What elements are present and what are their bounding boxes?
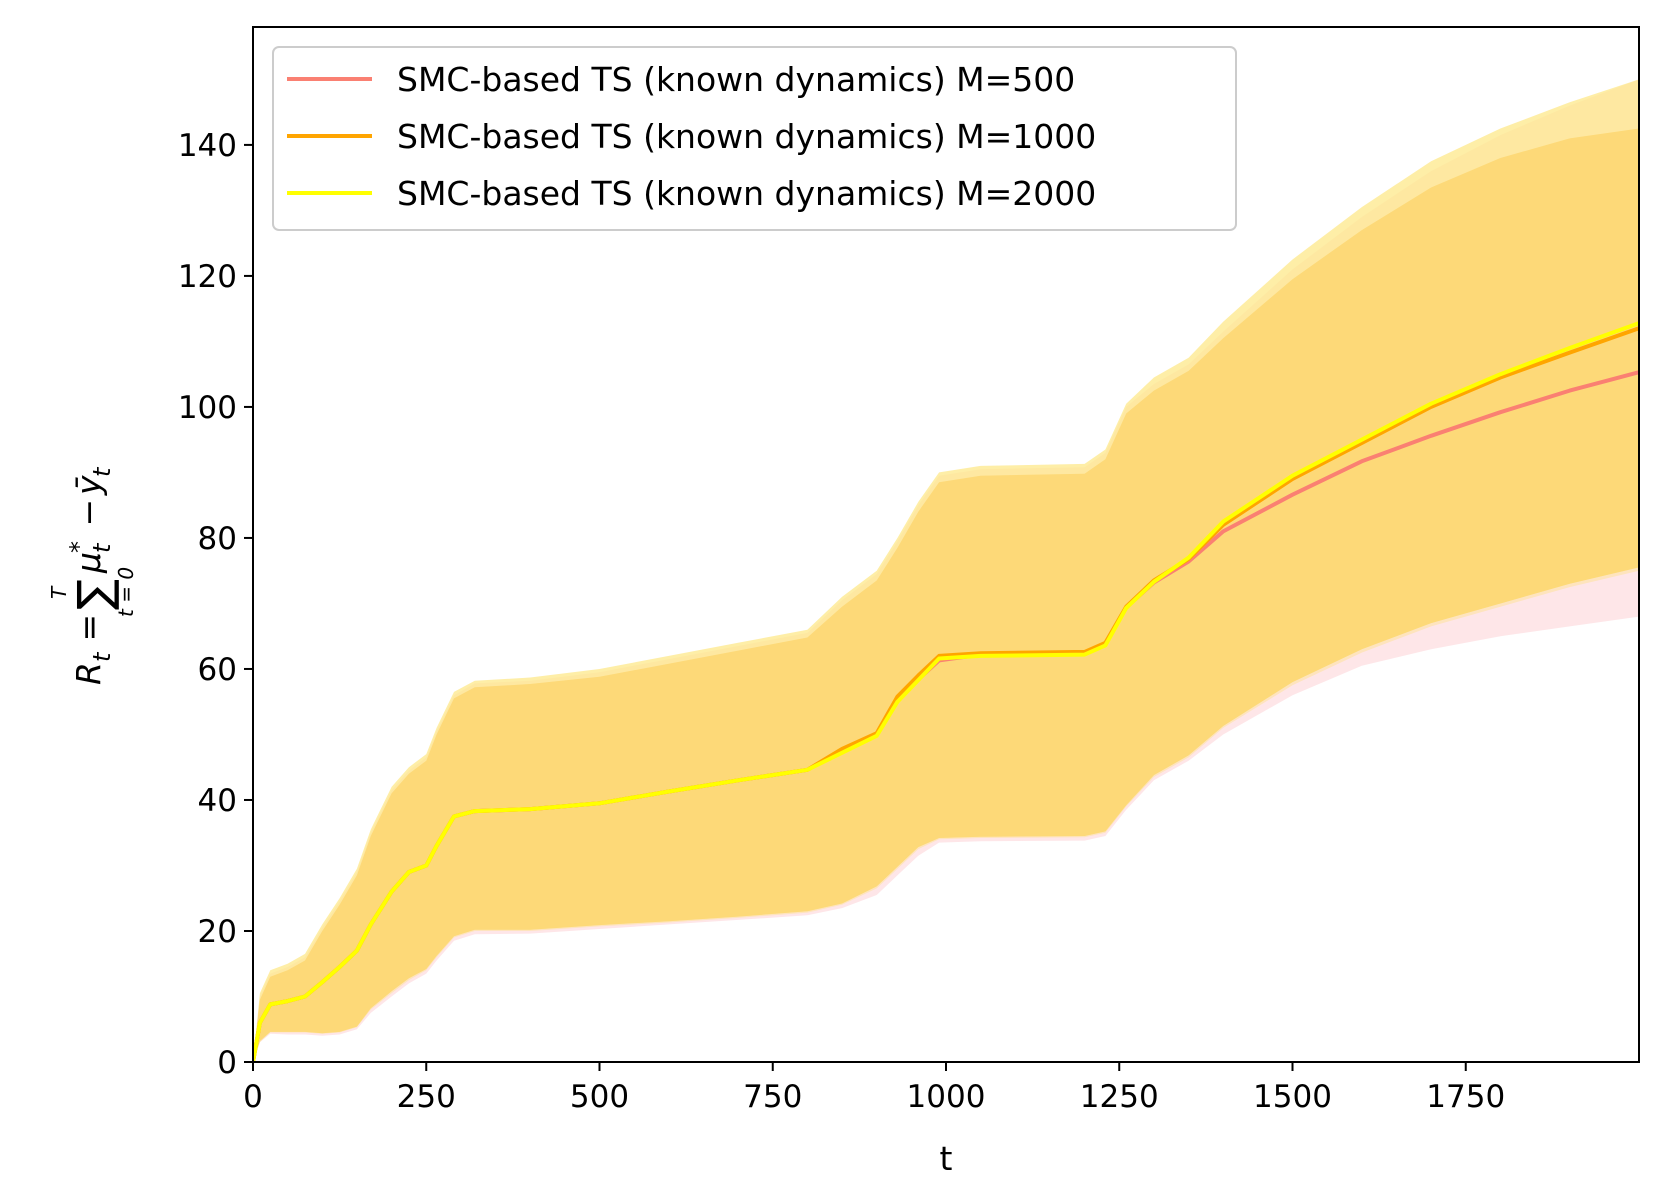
y-axis-label: R t = ∑ T t = 0 μ t * − ȳ t bbox=[47, 466, 138, 685]
y-label-r-sub: t bbox=[88, 651, 116, 662]
legend: SMC-based TS (known dynamics) M=500 SMC-… bbox=[272, 46, 1237, 231]
x-tick-label: 0 bbox=[243, 1079, 263, 1115]
x-tick-label: 500 bbox=[570, 1079, 629, 1115]
y-label-sum-lower: t = 0 bbox=[114, 567, 138, 617]
x-axis-label: t bbox=[940, 1139, 953, 1178]
legend-label-m1000: SMC-based TS (known dynamics) M=1000 bbox=[397, 117, 1096, 156]
x-tick-label: 1250 bbox=[1080, 1079, 1159, 1115]
x-tick-label: 1000 bbox=[907, 1079, 986, 1115]
x-tick-label: 1500 bbox=[1253, 1079, 1332, 1115]
x-tick-label: 1750 bbox=[1426, 1079, 1505, 1115]
y-tick-label: 40 bbox=[198, 783, 237, 819]
confidence-bands bbox=[253, 79, 1639, 1062]
x-tick-label: 750 bbox=[743, 1079, 802, 1115]
y-label-ybar: ȳ bbox=[69, 475, 108, 496]
x-tick-label: 250 bbox=[397, 1079, 456, 1115]
y-label-r: R bbox=[69, 662, 108, 685]
y-axis-ticks: 0 20 40 60 80 100 120 140 bbox=[178, 128, 253, 1081]
y-tick-label: 100 bbox=[178, 390, 237, 426]
y-label-eq: = bbox=[69, 603, 108, 652]
y-label-sum-upper: T bbox=[47, 585, 71, 599]
band-overlap bbox=[253, 128, 1639, 1062]
y-label-ybar-sub: t bbox=[88, 466, 116, 477]
y-label-mu-sup: * bbox=[65, 541, 93, 553]
legend-box bbox=[272, 46, 1237, 231]
y-tick-label: 20 bbox=[198, 914, 237, 950]
y-tick-label: 0 bbox=[217, 1045, 237, 1081]
y-label-sum: ∑ bbox=[67, 579, 121, 610]
y-label-mu-sub: t bbox=[88, 542, 116, 553]
y-tick-label: 80 bbox=[198, 521, 237, 557]
y-label-minus: − bbox=[69, 488, 108, 537]
legend-label-m500: SMC-based TS (known dynamics) M=500 bbox=[397, 60, 1075, 99]
x-axis-ticks: 0 250 500 750 1000 1250 1500 1750 bbox=[243, 1062, 1505, 1115]
y-tick-label: 140 bbox=[178, 128, 237, 164]
series-lines bbox=[253, 321, 1639, 1062]
legend-label-m2000: SMC-based TS (known dynamics) M=2000 bbox=[397, 174, 1096, 213]
line-series-2 bbox=[253, 321, 1639, 1062]
y-tick-label: 60 bbox=[198, 652, 237, 688]
y-tick-label: 120 bbox=[178, 259, 237, 295]
y-label-mu: μ bbox=[69, 552, 108, 574]
